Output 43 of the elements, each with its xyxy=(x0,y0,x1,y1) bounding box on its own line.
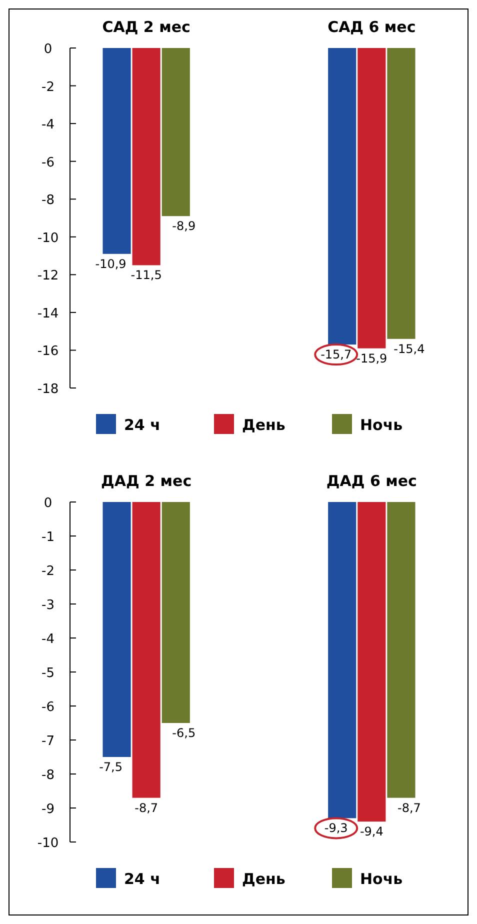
x-tick-label: САД 6 мес xyxy=(328,18,416,36)
y-tick-label: -8 xyxy=(42,193,54,208)
y-tick-label: -4 xyxy=(42,118,54,133)
y-tick-label: 0 xyxy=(44,42,52,57)
y-tick-label: -4 xyxy=(42,632,54,647)
y-tick-label: -1 xyxy=(42,530,54,545)
y-tick-label: -3 xyxy=(42,598,54,613)
data-label: -9,4 xyxy=(360,824,384,839)
y-tick-label: -6 xyxy=(42,700,54,715)
data-label: -8,7 xyxy=(134,800,158,815)
data-label: -15,9 xyxy=(356,351,388,366)
y-tick-label: -16 xyxy=(37,344,59,360)
data-label: -8,7 xyxy=(398,800,421,815)
data-label: -6,5 xyxy=(172,726,196,740)
data-label: -8,9 xyxy=(172,219,196,234)
data-label: -15,4 xyxy=(394,342,425,356)
y-tick-label: -9 xyxy=(42,802,54,817)
data-label: -7,5 xyxy=(99,760,122,774)
y-tick-label: -18 xyxy=(37,382,59,397)
data-label: -11,5 xyxy=(130,268,162,282)
y-tick-label: -6 xyxy=(42,155,54,170)
y-tick-label: -7 xyxy=(42,734,54,749)
y-tick-label: -14 xyxy=(37,306,59,322)
legend-label: День xyxy=(242,416,286,434)
legend-label: Ночь xyxy=(360,870,403,888)
y-tick-label: -2 xyxy=(42,564,54,579)
y-tick-label: -8 xyxy=(42,768,54,783)
x-tick-label: САД 2 мес xyxy=(102,18,190,36)
data-label: -15,7 xyxy=(320,348,352,362)
y-tick-label: -2 xyxy=(42,80,54,95)
x-tick-label: ДАД 2 мес xyxy=(101,472,192,490)
y-tick-label: 0 xyxy=(44,496,52,511)
legend-label: 24 ч xyxy=(124,416,160,434)
y-tick-label: -5 xyxy=(42,666,54,681)
legend-label: День xyxy=(242,870,286,888)
legend-label: Ночь xyxy=(360,416,403,434)
y-tick-label: -10 xyxy=(37,836,59,851)
y-tick-label: -12 xyxy=(37,268,59,284)
data-label: -10,9 xyxy=(95,256,126,271)
x-tick-label: ДАД 6 мес xyxy=(326,472,417,490)
legend-label: 24 ч xyxy=(124,870,160,888)
y-tick-label: -10 xyxy=(37,230,59,246)
data-label: -9,3 xyxy=(324,821,348,836)
